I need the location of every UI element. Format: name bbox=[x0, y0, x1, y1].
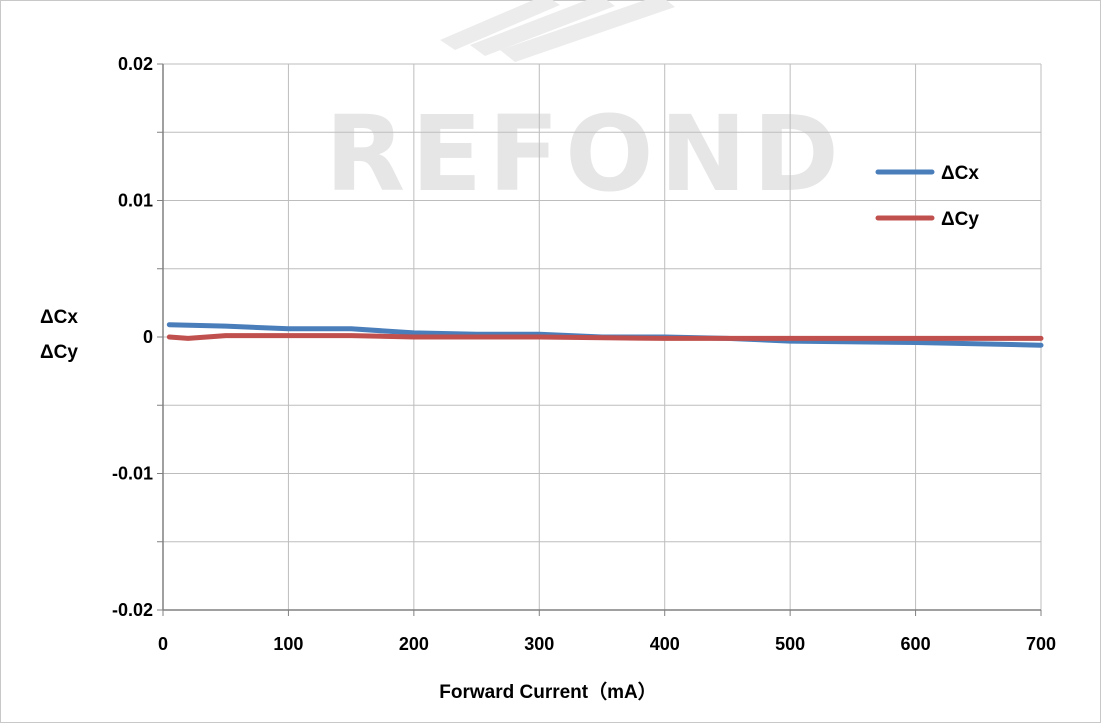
y-tick-label: 0.02 bbox=[118, 54, 153, 74]
y-tick-label: 0 bbox=[143, 327, 153, 347]
tick-labels: 0.020.010-0.01-0.020 100 200 300 400 500 600 70… bbox=[112, 54, 1056, 654]
series-line-dcx bbox=[166, 322, 1044, 348]
y-axis-label-line-1: ΔCx bbox=[40, 307, 78, 328]
y-tick-label: -0.02 bbox=[112, 600, 153, 620]
x-tick-label: 0 bbox=[158, 634, 168, 654]
watermark-logo: REFOND bbox=[325, 0, 845, 215]
x-tick-label: 100 bbox=[273, 634, 303, 654]
y-axis-label-line-2: ΔCy bbox=[40, 342, 78, 363]
x-tick-label: 700 bbox=[1026, 634, 1056, 654]
x-tick-label: 300 bbox=[524, 634, 554, 654]
series-lines bbox=[166, 322, 1044, 348]
x-tick-label: 200 bbox=[399, 634, 429, 654]
legend-label: ΔCy bbox=[941, 209, 979, 230]
x-tick-label: 600 bbox=[901, 634, 931, 654]
x-axis-title: Forward Current（mA） bbox=[439, 680, 656, 703]
y-tick-label: -0.01 bbox=[112, 464, 153, 484]
y-tick-label: 0.01 bbox=[118, 191, 153, 211]
series-line-dcy bbox=[166, 333, 1044, 341]
watermark-text: REFOND bbox=[325, 93, 845, 215]
legend-label: ΔCx bbox=[941, 163, 979, 184]
legend: ΔCx ΔCy bbox=[875, 163, 979, 230]
x-tick-label: 500 bbox=[775, 634, 805, 654]
x-tick-label: 400 bbox=[650, 634, 680, 654]
